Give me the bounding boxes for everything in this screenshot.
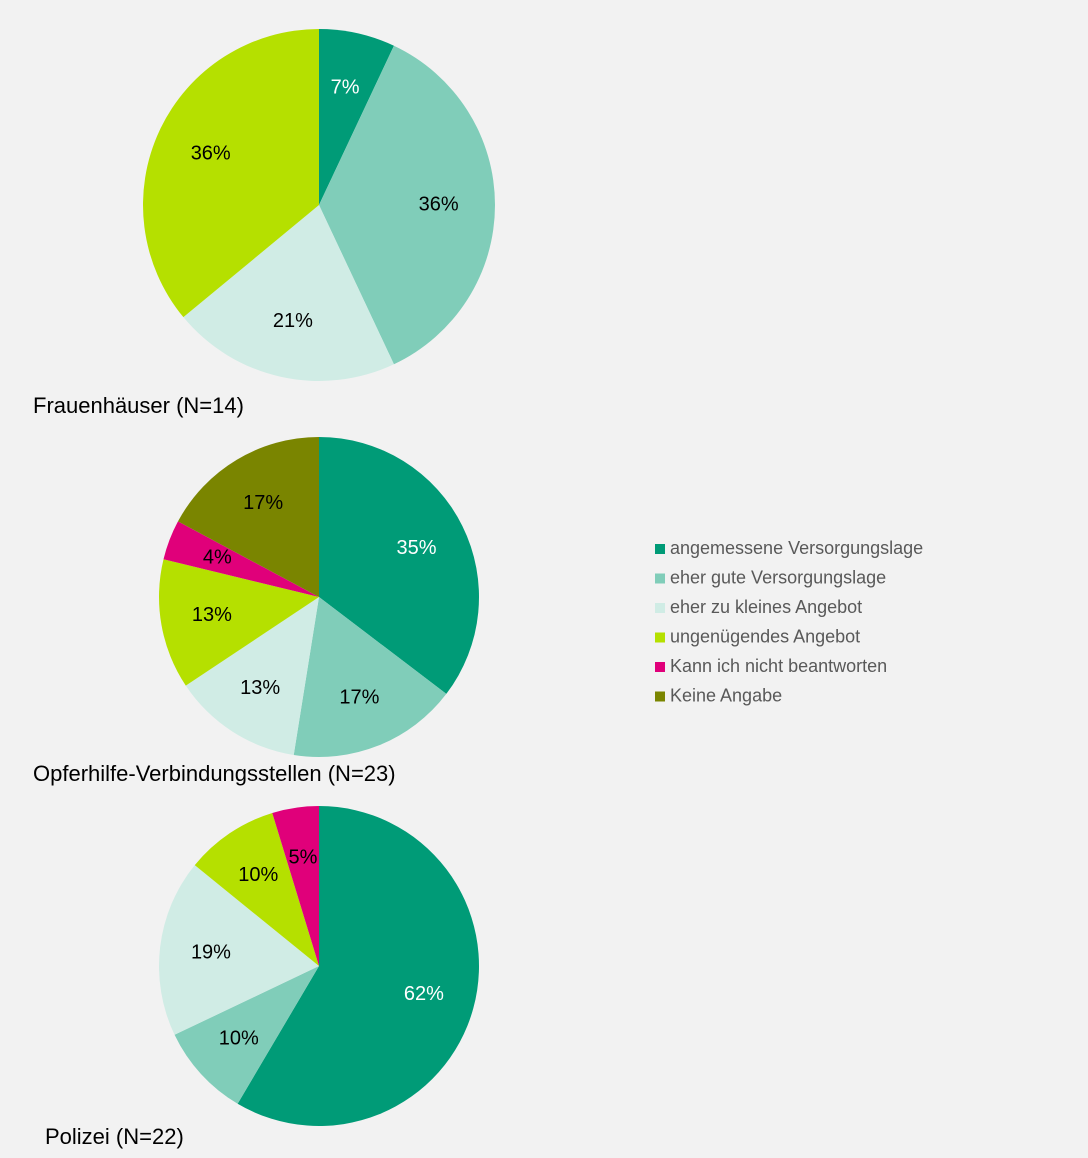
slice-label: 17%	[243, 492, 283, 514]
pie-slice	[319, 29, 394, 205]
chart-title: Frauenhäuser (N=14)	[33, 393, 244, 418]
pie-slice	[293, 597, 447, 758]
slice-label: 13%	[240, 677, 280, 699]
chart-title: Polizei (N=22)	[45, 1124, 184, 1149]
slice-label: 36%	[419, 193, 459, 215]
pie-slice	[158, 559, 319, 686]
chart-title: Opferhilfe-Verbindungsstellen (N=23)	[33, 761, 396, 786]
legend-label: Kann ich nicht beantworten	[670, 656, 887, 676]
legend-swatch	[655, 632, 665, 643]
legend-label: Keine Angabe	[670, 685, 782, 705]
pie-slice	[237, 806, 479, 1126]
pie-slice	[163, 521, 319, 597]
legend-swatch	[655, 573, 665, 584]
slice-label: 35%	[396, 537, 436, 559]
legend-label: eher gute Versorgungslage	[670, 567, 886, 587]
pie-slice	[143, 29, 319, 318]
slice-label: 21%	[273, 310, 313, 332]
legend-label: angemessene Versorgungslage	[670, 538, 923, 558]
slice-label: 10%	[219, 1028, 259, 1050]
pie-slice	[194, 812, 319, 966]
pie-slice	[319, 45, 496, 365]
pie-slice	[185, 597, 319, 755]
slice-label: 19%	[191, 941, 231, 963]
pie-slice	[159, 865, 319, 1035]
legend-swatch	[655, 603, 665, 613]
pie-slice	[183, 205, 394, 381]
pie-slice	[272, 806, 319, 966]
legend-swatch	[655, 662, 665, 672]
slice-label: 10%	[238, 864, 278, 886]
slice-label: 13%	[192, 604, 232, 626]
slice-label: 36%	[191, 142, 231, 164]
slice-label: 62%	[404, 983, 444, 1005]
legend-swatch	[655, 544, 665, 554]
slice-label: 5%	[288, 847, 317, 869]
slice-label: 4%	[203, 546, 232, 568]
slice-label: 7%	[331, 76, 360, 98]
legend-swatch	[655, 691, 665, 702]
pie-slice	[319, 437, 479, 694]
pie-slice	[174, 966, 319, 1104]
legend-label: eher zu kleines Angebot	[670, 597, 862, 617]
slice-label: 17%	[339, 686, 379, 708]
legend-label: ungenügendes Angebot	[670, 626, 860, 646]
pie-slice	[177, 437, 319, 597]
